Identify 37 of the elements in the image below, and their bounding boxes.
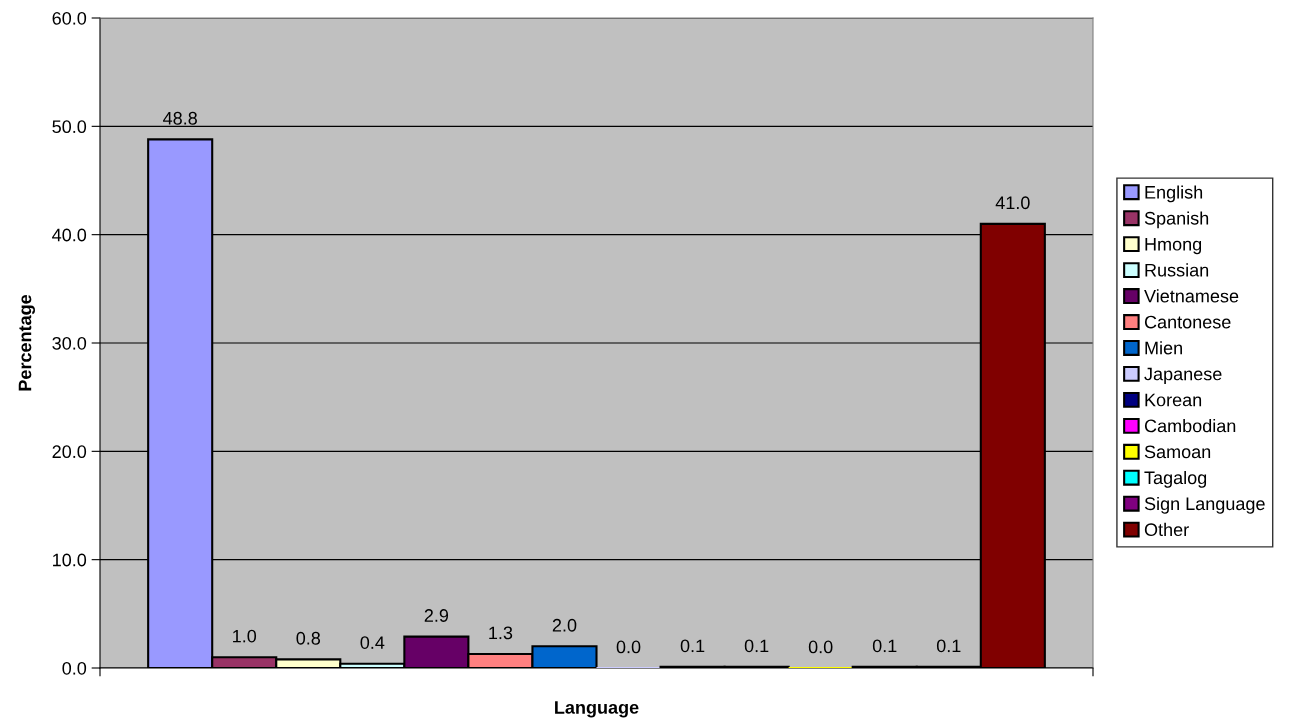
y-tick-label: 20.0 (52, 445, 87, 459)
y-tick-label: 30.0 (52, 336, 87, 350)
data-label: 0.8 (296, 631, 321, 645)
data-label: 1.3 (489, 626, 513, 640)
data-label: 0.1 (872, 639, 897, 653)
legend-label: Sign Language (1144, 496, 1265, 514)
y-tick-label: 10.0 (53, 553, 87, 567)
legend-label: Mien (1145, 341, 1182, 355)
y-tick-label: 0.0 (62, 661, 87, 675)
legend-label: Spanish (1144, 211, 1209, 229)
data-label: 0.1 (936, 639, 961, 653)
data-label: 0.4 (360, 636, 385, 649)
data-label: 0.1 (744, 639, 769, 653)
y-axis-title: Percentage (18, 294, 35, 391)
legend-label: Cambodian (1144, 419, 1236, 433)
x-axis-title: Language (555, 701, 639, 718)
y-tick-label: 60.0 (52, 11, 87, 25)
legend-label: Samoan (1144, 445, 1211, 459)
legend-label: English (1145, 185, 1203, 203)
y-tick-label: 40.0 (52, 228, 87, 242)
data-label: 2.0 (552, 618, 577, 632)
legend-label: Other (1144, 522, 1189, 537)
legend-label: Tagalog (1144, 470, 1207, 488)
data-label: 0.0 (616, 640, 641, 654)
data-label: 2.9 (424, 609, 449, 622)
legend-label: Vietnamese (1144, 289, 1239, 303)
legend-label: Cantonese (1144, 315, 1231, 329)
y-tick-label: 50.0 (52, 120, 87, 134)
data-label: 48.8 (163, 111, 197, 125)
legend-label: Russian (1145, 263, 1209, 277)
data-label: 1.0 (233, 629, 257, 643)
legend-label: Hmong (1145, 238, 1202, 255)
legend-label: Japanese (1144, 367, 1222, 384)
legend-label: Korean (1145, 393, 1202, 407)
data-label: 0.1 (680, 639, 705, 653)
data-label: 0.0 (808, 640, 833, 654)
data-label: 41.0 (995, 196, 1030, 210)
